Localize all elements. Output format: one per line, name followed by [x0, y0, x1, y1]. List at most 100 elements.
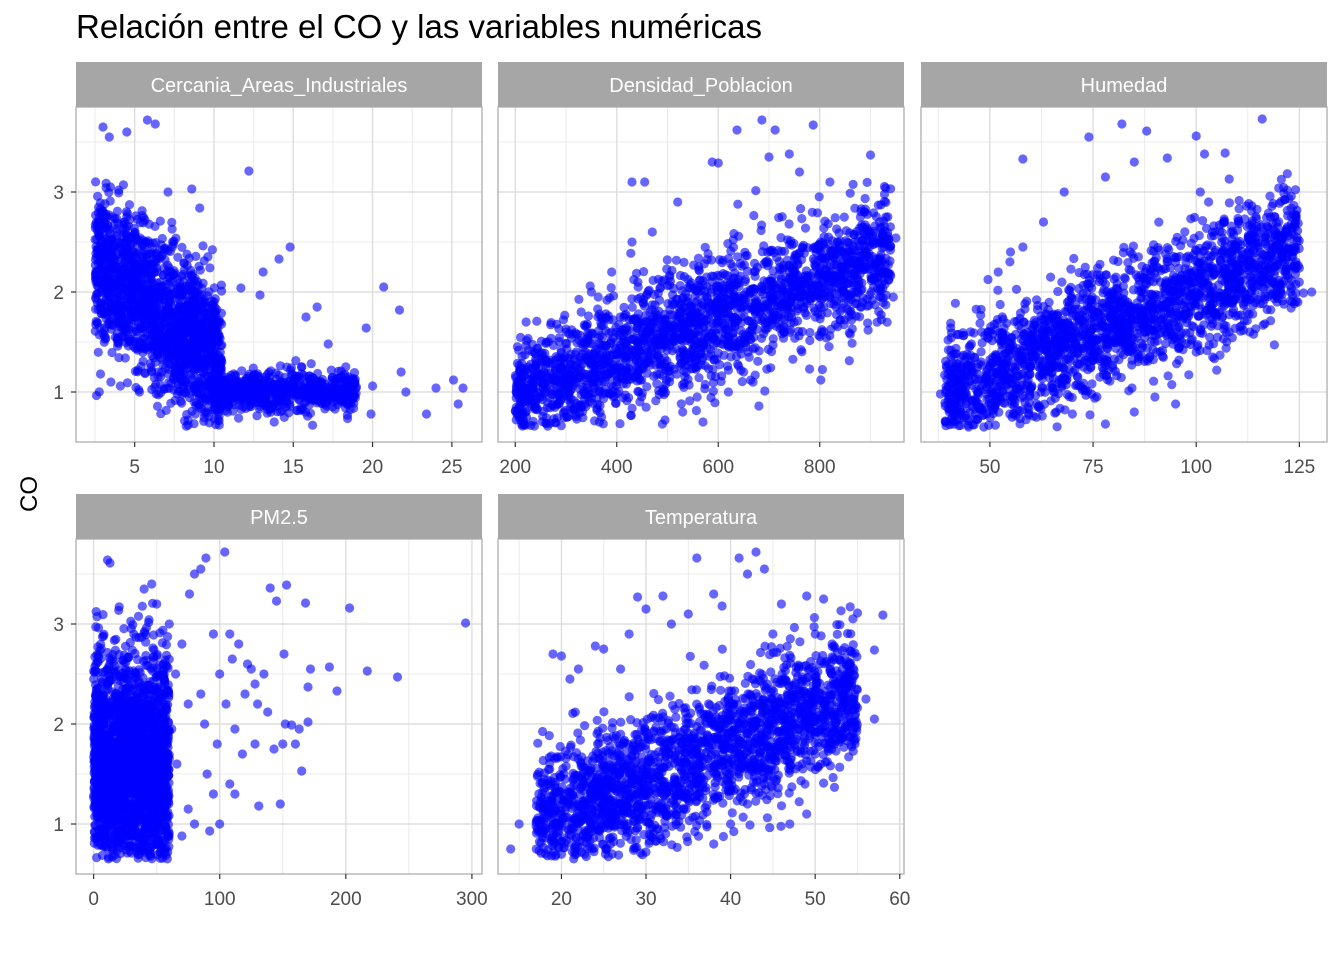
- data-point: [170, 395, 180, 405]
- data-point: [641, 402, 651, 412]
- data-point: [592, 405, 602, 415]
- data-point: [523, 362, 533, 372]
- data-point: [331, 383, 341, 393]
- data-point: [688, 363, 698, 373]
- data-point: [541, 368, 551, 378]
- data-point: [298, 405, 308, 415]
- data-point: [740, 331, 750, 341]
- points-layer: [510, 115, 901, 431]
- data-point: [191, 251, 201, 261]
- data-point: [711, 303, 721, 313]
- data-point: [718, 318, 728, 328]
- data-point: [718, 255, 728, 265]
- data-point: [545, 403, 555, 413]
- data-point: [366, 409, 376, 419]
- data-point: [177, 242, 187, 252]
- data-point: [773, 245, 783, 256]
- data-point: [150, 119, 160, 129]
- x-tick-label: 25: [441, 457, 462, 478]
- data-point: [130, 295, 140, 305]
- data-point: [291, 356, 301, 366]
- data-point: [798, 240, 809, 250]
- data-point: [326, 365, 336, 375]
- data-point: [271, 374, 281, 384]
- data-point: [891, 233, 901, 243]
- data-point: [276, 381, 286, 391]
- data-point: [215, 347, 225, 357]
- data-point: [621, 323, 631, 333]
- data-point: [691, 405, 702, 416]
- data-point: [764, 152, 774, 162]
- data-point: [137, 305, 147, 315]
- data-point: [687, 318, 697, 328]
- data-point: [807, 207, 817, 217]
- data-point: [348, 390, 358, 400]
- data-point: [802, 310, 812, 320]
- data-point: [586, 287, 597, 297]
- data-point: [642, 382, 652, 392]
- data-point: [774, 213, 784, 223]
- data-point: [854, 280, 864, 290]
- data-point: [596, 312, 606, 322]
- data-point: [140, 368, 150, 379]
- data-point: [196, 404, 207, 414]
- data-point: [993, 285, 1003, 295]
- data-point: [547, 390, 557, 400]
- y-tick-label: 1: [53, 383, 64, 404]
- data-point: [554, 324, 564, 334]
- data-point: [167, 217, 177, 227]
- data-point: [179, 383, 189, 393]
- data-point: [236, 283, 246, 293]
- data-point: [678, 318, 688, 328]
- data-point: [784, 219, 794, 229]
- data-point: [633, 386, 643, 396]
- data-point: [693, 308, 703, 318]
- data-point: [533, 371, 544, 381]
- data-point: [95, 257, 105, 267]
- data-point: [671, 255, 682, 265]
- x-tick-label: 400: [601, 457, 633, 478]
- data-point: [786, 294, 797, 304]
- data-point: [604, 388, 614, 398]
- data-point: [515, 367, 525, 377]
- data-point: [93, 191, 103, 201]
- facet-strip: [76, 62, 482, 107]
- data-point: [875, 238, 885, 248]
- data-point: [147, 350, 157, 361]
- data-point: [241, 403, 251, 413]
- data-point: [858, 265, 869, 275]
- data-point: [202, 327, 212, 337]
- data-point: [164, 291, 174, 301]
- data-point: [213, 324, 223, 334]
- facet-label: Cercania_Areas_Industriales: [151, 75, 408, 97]
- data-point: [679, 257, 689, 267]
- data-point: [214, 405, 225, 415]
- data-point: [835, 315, 845, 325]
- data-point: [92, 277, 102, 287]
- data-point: [842, 261, 852, 271]
- data-point: [830, 213, 840, 223]
- data-point: [784, 312, 794, 322]
- data-point: [114, 276, 124, 287]
- data-point: [258, 267, 268, 277]
- data-point: [179, 265, 189, 275]
- data-point: [626, 410, 636, 421]
- data-point: [852, 226, 862, 237]
- data-point: [317, 387, 327, 397]
- data-point: [554, 333, 565, 343]
- data-point: [739, 260, 750, 270]
- data-point: [105, 316, 115, 326]
- data-point: [700, 384, 710, 394]
- data-point: [453, 399, 463, 409]
- data-point: [96, 286, 107, 296]
- data-point: [197, 318, 207, 328]
- data-point: [694, 265, 704, 275]
- data-point: [275, 361, 285, 371]
- data-point: [156, 322, 166, 332]
- data-point: [198, 241, 208, 251]
- data-point: [839, 212, 849, 222]
- data-point: [320, 404, 330, 414]
- data-point: [761, 258, 771, 268]
- data-point: [750, 271, 760, 281]
- data-point: [733, 199, 743, 209]
